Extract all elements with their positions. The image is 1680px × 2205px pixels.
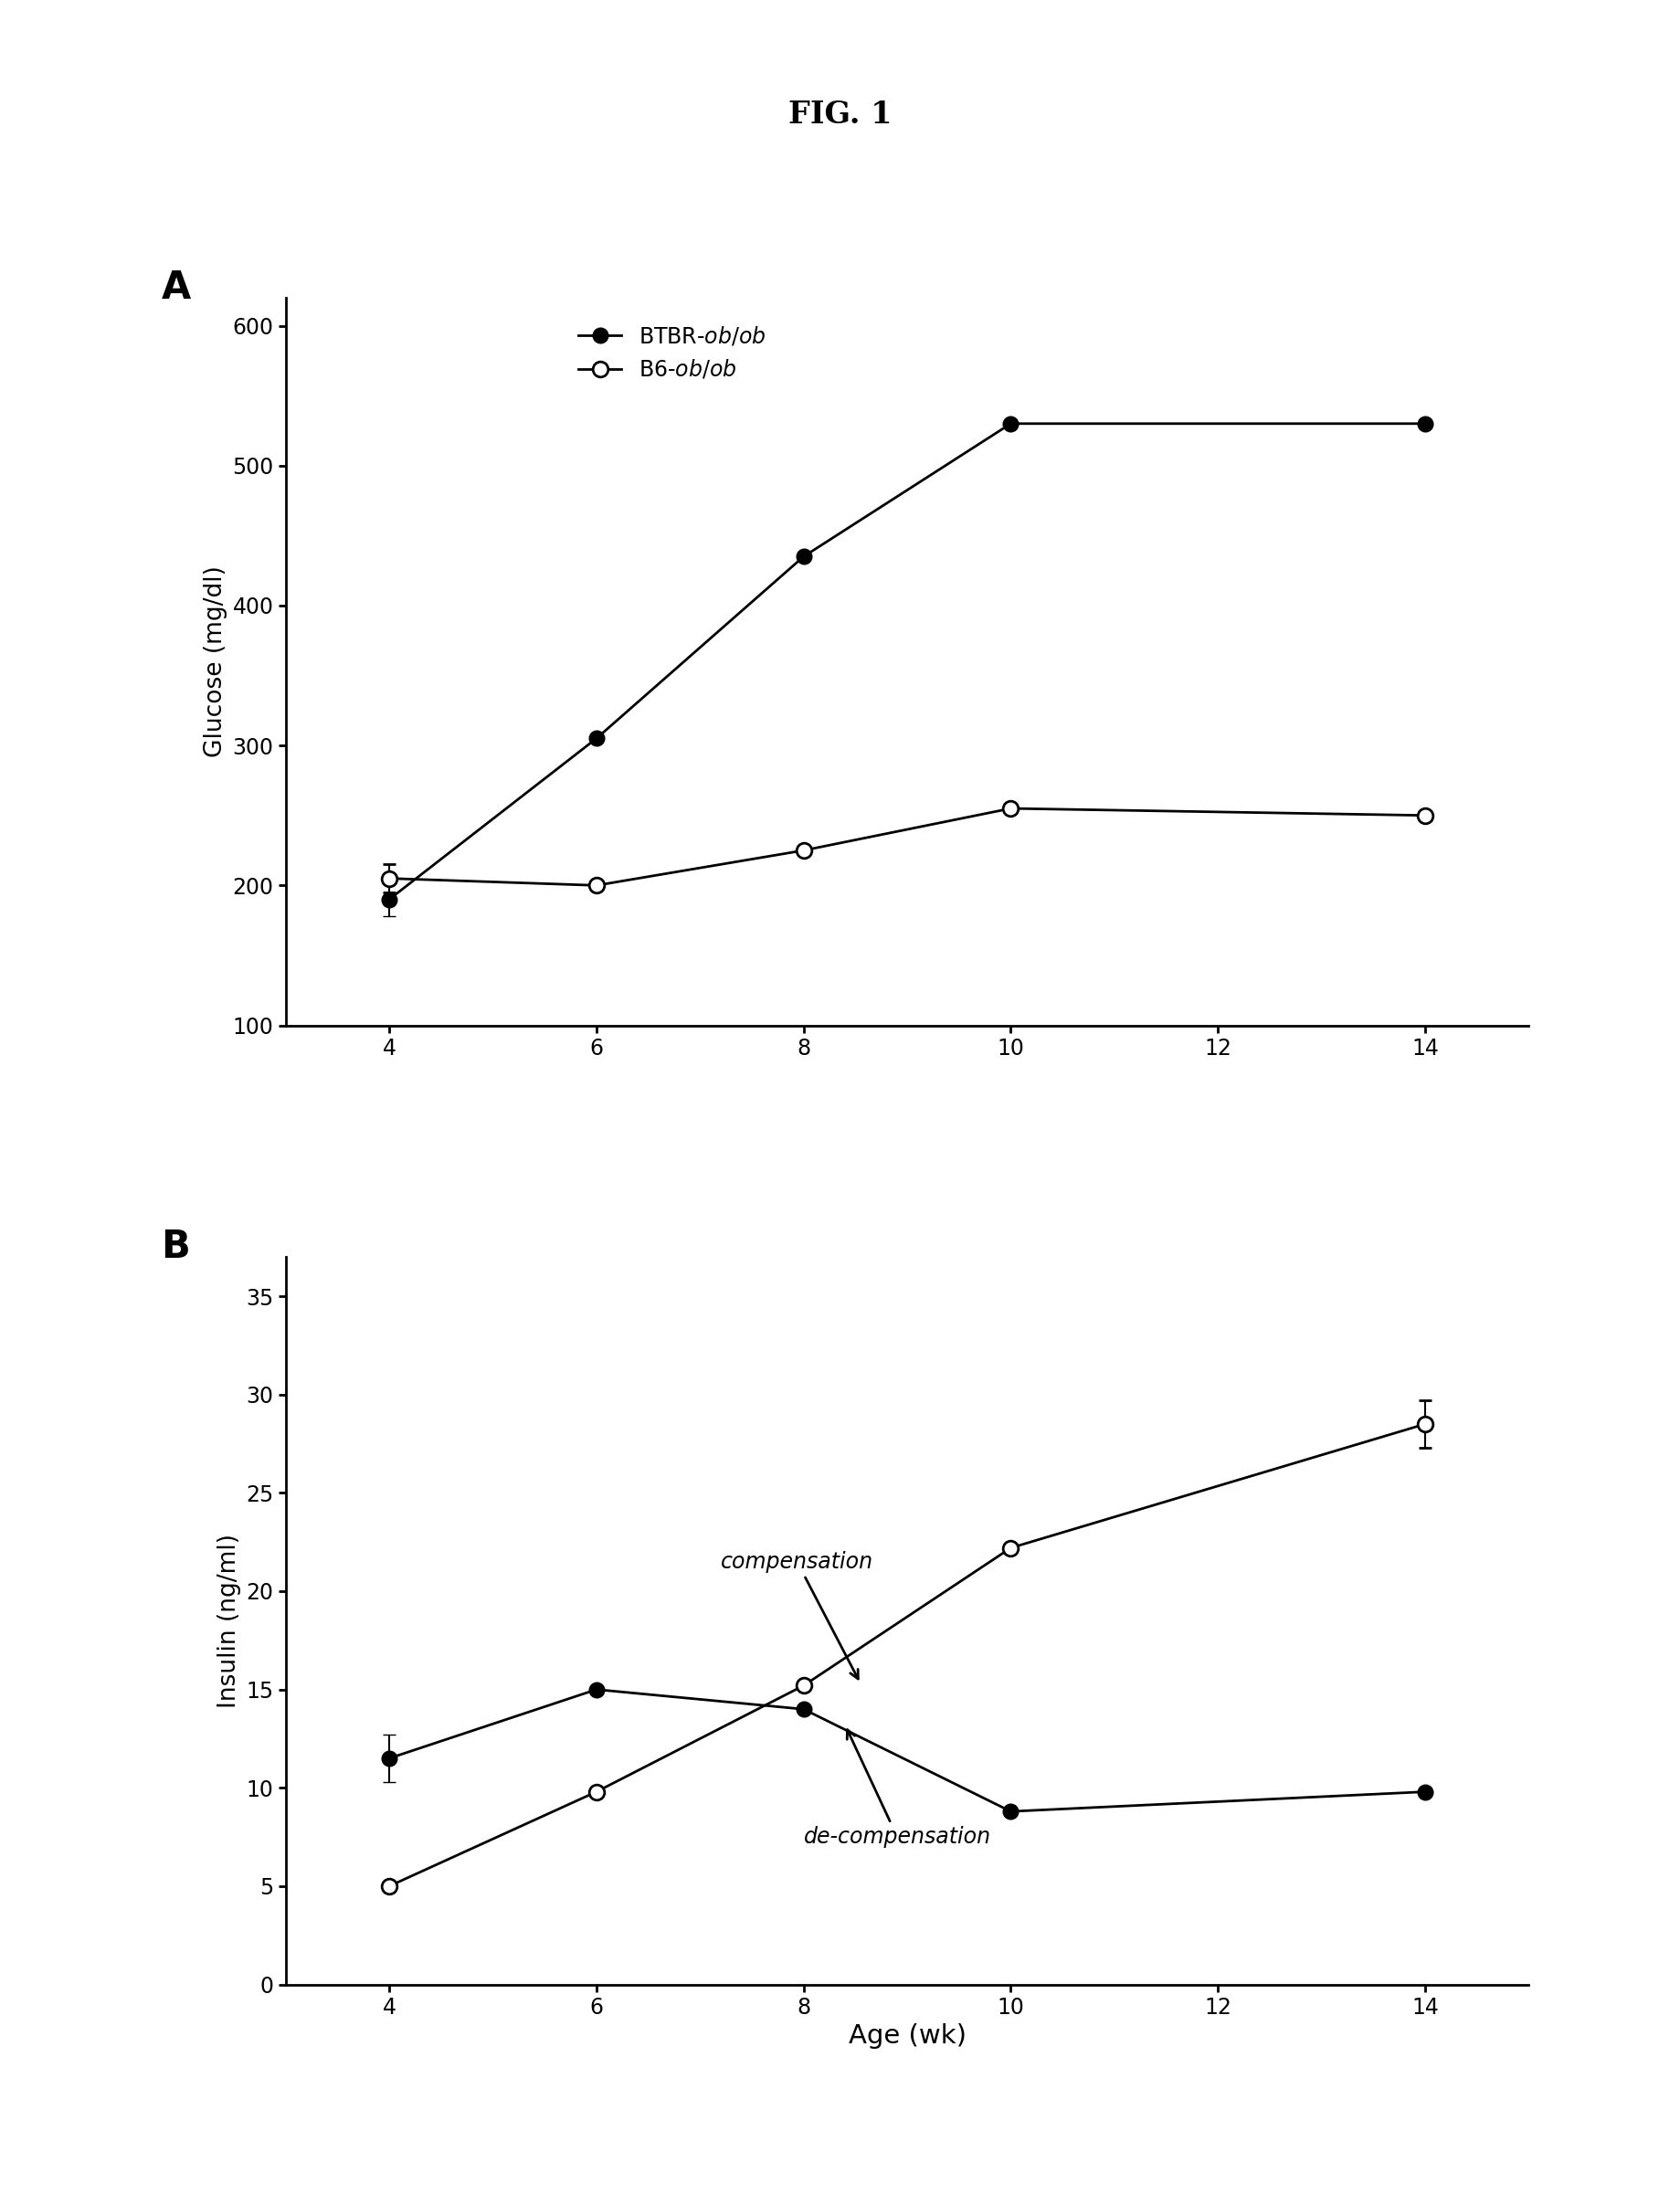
- Legend: BTBR-$\mathit{ob/ob}$, B6-$\mathit{ob/ob}$: BTBR-$\mathit{ob/ob}$, B6-$\mathit{ob/ob…: [570, 315, 774, 390]
- Text: compensation: compensation: [721, 1550, 874, 1678]
- Y-axis label: Glucose (mg/dl): Glucose (mg/dl): [203, 567, 227, 756]
- Text: A: A: [161, 269, 192, 306]
- X-axis label: Age (wk): Age (wk): [848, 2024, 966, 2048]
- Text: FIG. 1: FIG. 1: [788, 99, 892, 130]
- Y-axis label: Insulin (ng/ml): Insulin (ng/ml): [217, 1532, 240, 1709]
- Text: B: B: [161, 1228, 190, 1266]
- Text: de-compensation: de-compensation: [803, 1729, 991, 1848]
